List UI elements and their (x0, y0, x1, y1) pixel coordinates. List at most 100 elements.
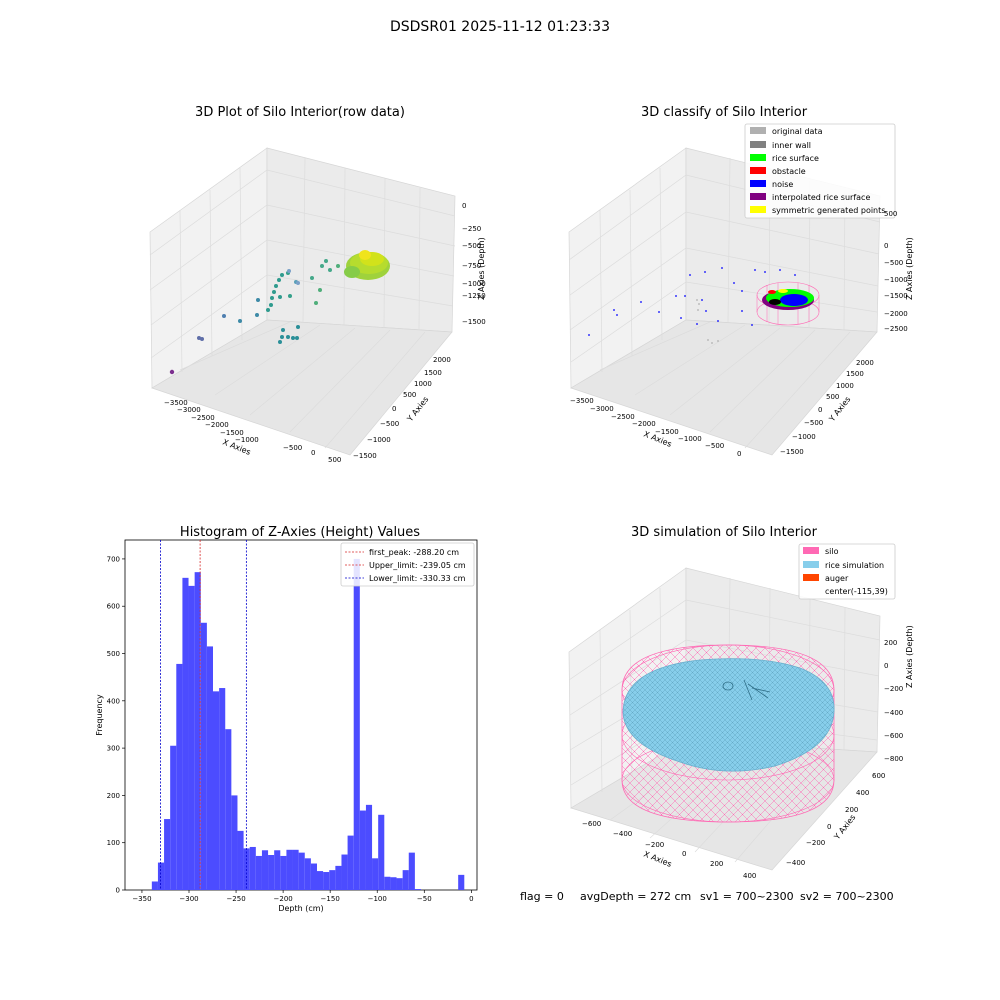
svg-text:−750: −750 (462, 262, 481, 270)
histogram-bar-34 (359, 810, 366, 890)
svg-text:inner wall: inner wall (772, 141, 811, 150)
svg-text:−400: −400 (786, 859, 805, 867)
histogram-bar-44 (458, 874, 465, 890)
legend-swatch-symmetric (750, 206, 766, 213)
histogram-y-tick-label-1: 100 (107, 839, 120, 847)
svg-text:200: 200 (884, 639, 897, 647)
raw-z-axis-label: Z Axies (Depth) (477, 237, 486, 300)
svg-text:−200: −200 (884, 685, 903, 693)
svg-text:0: 0 (392, 405, 396, 413)
svg-text:600: 600 (872, 772, 885, 780)
histogram-x-tick-label-1: −300 (179, 895, 198, 903)
svg-text:0: 0 (884, 662, 888, 670)
status-flag: flag = 0 (520, 890, 564, 903)
svg-text:−500: −500 (462, 242, 481, 250)
histogram-x-tick-label-4: −150 (321, 895, 340, 903)
raw-point-cloud (169, 250, 390, 375)
histogram-y-tick-label-7: 700 (107, 555, 120, 563)
histogram-bar-16 (249, 846, 256, 890)
histogram-plot[interactable]: Histogram of Z-Axies (Height) Values −35… (95, 525, 478, 913)
legend-upper-limit: Upper_limit: -239.05 cm (369, 561, 466, 570)
svg-text:1500: 1500 (846, 370, 864, 378)
raw-plot-title: 3D Plot of Silo Interior(row data) (195, 105, 405, 120)
svg-text:−200: −200 (645, 841, 664, 849)
rice-simulation-surface (622, 658, 835, 772)
legend-swatch-rice-simulation (803, 561, 819, 568)
histogram-x-tick-label-0: −350 (132, 895, 151, 903)
histogram-bar-5 (182, 577, 189, 890)
svg-text:−1500: −1500 (353, 452, 377, 460)
histogram-x-tick-label-7: 0 (469, 895, 473, 903)
histogram-bars (151, 558, 465, 890)
svg-text:−500: −500 (804, 419, 823, 427)
classify-x-ticks: −3500 −3000 −2500 −2000 −1500 −1000 −500… (570, 397, 741, 458)
svg-text:obstacle: obstacle (772, 167, 806, 176)
histogram-y-ticks: 0 100 200 300 400 500 600 700 (107, 555, 125, 895)
histogram-bar-4 (176, 663, 183, 890)
svg-text:−1000: −1000 (235, 436, 259, 444)
svg-text:500: 500 (884, 210, 897, 218)
svg-text:0: 0 (884, 242, 888, 250)
svg-text:400: 400 (743, 872, 756, 880)
histogram-bar-35 (365, 804, 373, 890)
histogram-bar-7 (194, 572, 201, 890)
svg-text:−400: −400 (884, 709, 903, 717)
svg-text:−2000: −2000 (884, 310, 908, 318)
histogram-bar-43 (414, 889, 421, 890)
histogram-reference-lines (160, 540, 247, 890)
svg-text:auger: auger (825, 574, 849, 583)
histogram-bar-6 (188, 585, 195, 890)
svg-text:symmetric generated points: symmetric generated points (772, 206, 885, 215)
histogram-bar-19 (268, 855, 275, 890)
histogram-legend: first_peak: -288.20 cm Upper_limit: -239… (340, 542, 475, 587)
classify-3d-plot[interactable]: 3D classify of Silo Interior (568, 105, 914, 458)
raw-3d-plot[interactable]: 3D Plot of Silo Interior(row data) (149, 105, 486, 464)
histogram-y-tick-label-5: 500 (107, 650, 120, 658)
legend-swatch-rice-surface (750, 154, 766, 161)
simulation-3d-plot[interactable]: 3D simulation of Silo Interior silo (568, 525, 914, 880)
svg-text:−400: −400 (613, 830, 632, 838)
svg-text:−1500: −1500 (462, 318, 486, 326)
svg-text:rice surface: rice surface (772, 154, 819, 163)
svg-text:1000: 1000 (414, 380, 432, 388)
histogram-bar-8 (200, 622, 207, 890)
legend-swatch-noise (750, 180, 766, 187)
svg-text:−2500: −2500 (611, 413, 635, 421)
histogram-bar-31 (341, 854, 348, 890)
svg-text:−3500: −3500 (570, 397, 594, 405)
classify-y-ticks: −1500 −1000 −500 0 500 1000 1500 2000 (780, 359, 874, 456)
svg-text:−2500: −2500 (884, 325, 908, 333)
svg-text:500: 500 (328, 456, 341, 464)
histogram-bar-10 (213, 691, 220, 890)
svg-text:−1000: −1000 (678, 435, 702, 443)
histogram-bar-22 (286, 849, 293, 890)
simulation-z-ticks: −800 −600 −400 −200 0 200 (884, 639, 903, 763)
legend-swatch-silo (803, 547, 819, 554)
classify-z-axis-label: Z Axies (Depth) (905, 237, 914, 300)
svg-text:−1500: −1500 (655, 428, 679, 436)
histogram-x-tick-label-3: −200 (274, 895, 293, 903)
histogram-bar-32 (347, 835, 354, 890)
histogram-bar-42 (408, 852, 415, 890)
classify-plot-title: 3D classify of Silo Interior (641, 105, 808, 120)
svg-text:0: 0 (827, 823, 831, 831)
svg-text:−2500: −2500 (191, 414, 215, 422)
histogram-x-ticks: −350 −300 −250 −200 −150 −100 −50 0 (132, 890, 474, 903)
histogram-bar-28 (323, 872, 330, 890)
histogram-bar-11 (219, 688, 226, 890)
svg-text:−800: −800 (884, 755, 903, 763)
svg-text:center(-115,39): center(-115,39) (825, 587, 888, 596)
histogram-x-tick-label-2: −250 (226, 895, 245, 903)
svg-text:2000: 2000 (856, 359, 874, 367)
svg-text:−500: −500 (283, 444, 302, 452)
raw-z-ticks: −1500 −1250 −1000 −750 −500 −250 0 (462, 202, 486, 326)
histogram-bar-21 (280, 855, 287, 890)
histogram-bar-26 (310, 863, 317, 890)
histogram-bar-30 (335, 865, 342, 890)
legend-lower-limit: Lower_limit: -330.33 cm (369, 574, 466, 583)
svg-text:−500: −500 (884, 259, 903, 267)
raw-y-axis-label: Y Axies (405, 395, 431, 424)
svg-text:0: 0 (462, 202, 466, 210)
simulation-y-ticks: −400 −200 0 200 400 600 (786, 772, 885, 867)
